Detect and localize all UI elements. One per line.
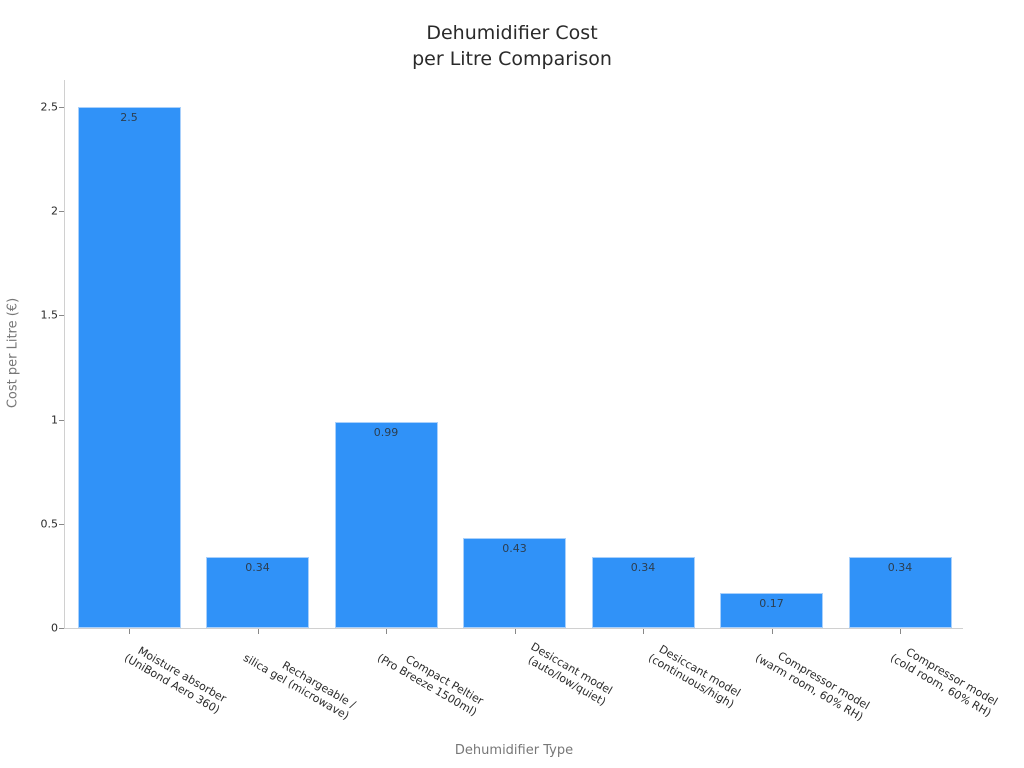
bar-value-label: 0.34: [630, 561, 656, 575]
bar-value-label: 0.43: [502, 542, 527, 556]
x-tick-label: Desiccant model (continuous/high): [645, 642, 743, 711]
bar[interactable]: 2.5: [77, 107, 181, 628]
bar-value-label: 2.5: [120, 111, 138, 124]
y-axis-label: Cost per Litre (€): [5, 297, 21, 409]
x-tick-mark: [514, 629, 516, 634]
y-tick-mark: [59, 419, 64, 421]
y-tick-mark: [59, 107, 64, 108]
bar-value-label: 0.34: [887, 561, 913, 575]
x-tick-mark: [257, 629, 259, 634]
bar[interactable]: 0.43: [463, 538, 566, 628]
y-tick-label: 0.5: [40, 517, 59, 531]
chart-title: Dehumidifier Cost per Litre Comparison: [0, 20, 1024, 72]
x-tick-mark: [771, 629, 773, 634]
bar[interactable]: 0.34: [848, 557, 952, 628]
y-tick-label: 2.5: [40, 100, 59, 114]
x-tick-label: Compact Peltier (Pro Breeze 1500ml): [375, 651, 486, 719]
bar-value-label: 0.34: [245, 561, 270, 575]
x-tick-label: Moisture absorber (UniBond Aero 360): [122, 644, 229, 717]
bar[interactable]: 0.99: [334, 421, 438, 628]
bar-value-label: 0.99: [373, 425, 399, 439]
bar[interactable]: 0.17: [720, 592, 823, 628]
x-tick-label: Rechargeable / silica gel (microwave): [240, 651, 358, 723]
x-axis-label: Dehumidifier Type: [454, 743, 574, 758]
chart-title-line-1: Dehumidifier Cost: [426, 22, 598, 44]
bar-value-label: 0.17: [759, 596, 784, 610]
y-tick-mark: [59, 211, 64, 213]
x-tick-label: Desiccant model (auto/low/quiet): [525, 640, 615, 709]
x-tick-mark: [386, 629, 387, 634]
y-tick-label: 0: [51, 621, 58, 635]
x-tick-mark: [643, 629, 644, 634]
y-axis-line: [64, 80, 65, 628]
y-tick-mark: [59, 315, 64, 317]
bar[interactable]: 0.34: [206, 557, 309, 628]
x-tick-label: Compressor model (cold room, 60% RH): [888, 645, 1001, 720]
y-tick-mark: [59, 628, 64, 629]
y-tick-mark: [59, 523, 64, 525]
y-tick-label: 2: [51, 204, 58, 218]
x-tick-label: Compressor model (warm room, 60% RH): [752, 649, 872, 724]
x-tick-mark: [129, 629, 130, 634]
x-axis-line: [64, 628, 963, 629]
y-tick-label: 1: [51, 413, 58, 427]
bar[interactable]: 0.34: [591, 557, 695, 628]
y-tick-label: 1.5: [40, 308, 59, 322]
x-tick-mark: [900, 629, 901, 634]
chart-title-line-2: per Litre Comparison: [412, 48, 612, 70]
